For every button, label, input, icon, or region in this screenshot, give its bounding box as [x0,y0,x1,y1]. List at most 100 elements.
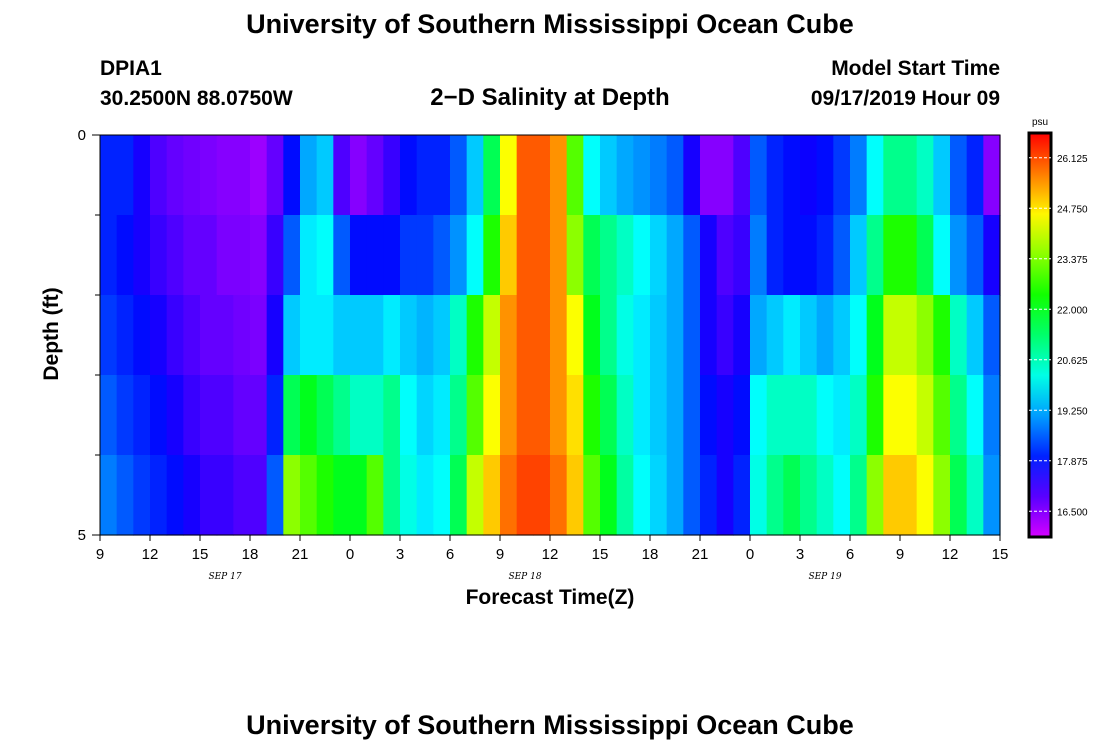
heatmap-cell [350,375,368,456]
heatmap-cell [233,215,251,296]
heatmap-cell [200,295,218,376]
heatmap-cell [833,215,851,296]
heatmap-cell [783,375,801,456]
x-tick-label: 9 [896,546,904,563]
heatmap-cell [666,295,684,376]
heatmap-cell [516,135,534,216]
heatmap-cell [383,455,401,536]
heatmap-cell [666,375,684,456]
heatmap-cell [516,375,534,456]
heatmap-cell [483,455,501,536]
heatmap-cell [816,135,834,216]
heatmap-cell [966,215,984,296]
heatmap-cell [800,135,818,216]
x-tick-label: 9 [496,546,504,563]
heatmap-cell [700,375,718,456]
heatmap-cell [416,215,434,296]
heatmap-cell [400,295,418,376]
heatmap-cell [166,215,184,296]
heatmap-cell [500,135,518,216]
heatmap-cell [283,135,301,216]
heatmap-cell [233,455,251,536]
heatmap-cell [183,215,201,296]
heatmap-cell [666,455,684,536]
heatmap-cell [416,375,434,456]
heatmap-cell [750,135,768,216]
colorbar-unit: psu [1032,117,1048,128]
heatmap-cell [366,135,384,216]
heatmap-cell [566,375,584,456]
heatmap-cell [950,375,968,456]
date-label: SEP 18 [508,572,541,582]
heatmap-cell [783,455,801,536]
heatmap-cell [600,295,618,376]
heatmap-cell [150,215,168,296]
heatmap-cell [700,135,718,216]
heatmap-cell [350,215,368,296]
heatmap-cell [700,455,718,536]
heatmap-cell [283,295,301,376]
heatmap-cell [883,295,901,376]
heatmap-cell [666,135,684,216]
heatmap-cell [483,135,501,216]
heatmap-cell [133,375,151,456]
heatmap-cell [983,215,1001,296]
heatmap-cell [700,295,718,376]
heatmap-cell [133,135,151,216]
heatmap-cell [966,135,984,216]
heatmap-cell [616,455,634,536]
heatmap-cell [866,455,884,536]
heatmap-cell [450,295,468,376]
heatmap-cell [733,295,751,376]
heatmap-cell [916,455,934,536]
heatmap-cell [900,295,918,376]
heatmap-cell [683,375,701,456]
heatmap-cell [316,295,334,376]
heatmap-cell [716,295,734,376]
heatmap-cell [600,375,618,456]
heatmap-cell [283,455,301,536]
heatmap-cell [433,215,451,296]
heatmap-cell [783,135,801,216]
heatmap-cell [333,295,351,376]
heatmap-cell [816,375,834,456]
x-tick-label: 18 [242,546,259,563]
heatmap-cell [766,455,784,536]
heatmap-cell [483,215,501,296]
heatmap-cell [100,455,118,536]
heatmap-cell [950,215,968,296]
heatmap-cell [166,375,184,456]
heatmap-cell [766,135,784,216]
colorbar-tick-label: 24.750 [1057,204,1088,215]
heatmap-cell [150,295,168,376]
heatmap-cell [150,375,168,456]
heatmap-cell [283,375,301,456]
heatmap-cell [600,455,618,536]
x-tick-label: 15 [192,546,209,563]
heatmap-cell [300,215,318,296]
y-tick-label: 5 [78,527,86,544]
heatmap-cell [983,375,1001,456]
heatmap-cell [533,295,551,376]
heatmap-cell [250,295,268,376]
heatmap-cell [366,455,384,536]
heatmap-cell [716,215,734,296]
heatmap-cell [166,295,184,376]
heatmap-cell [116,455,134,536]
heatmap-cell [716,455,734,536]
plot-title: 2−D Salinity at Depth [430,84,670,111]
heatmap-cell [650,455,668,536]
heatmap-cell [466,215,484,296]
heatmap-cell [600,135,618,216]
heatmap-cell [900,215,918,296]
y-axis-label: Depth (ft) [40,287,63,380]
heatmap-cell [583,215,601,296]
heatmap-cell [450,375,468,456]
heatmap-cell [750,215,768,296]
heatmap-cell [966,375,984,456]
heatmap-cell [266,295,284,376]
heatmap-cell [833,135,851,216]
heatmap-cell [916,295,934,376]
heatmap-cell [550,135,568,216]
